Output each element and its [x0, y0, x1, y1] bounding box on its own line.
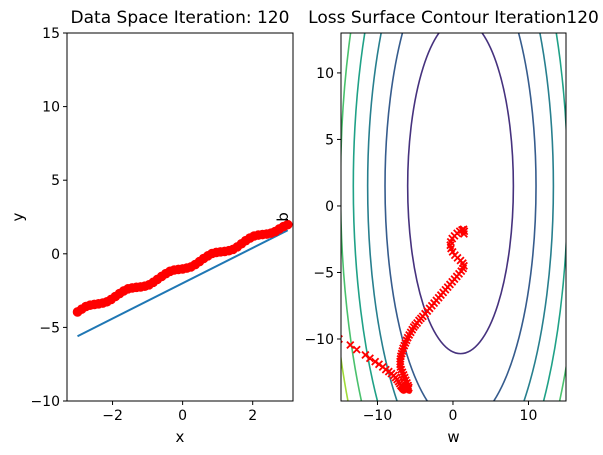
y-tick-label: 15 — [42, 26, 60, 42]
y-tick-label: 5 — [325, 132, 334, 148]
y-tick-label: 0 — [325, 199, 334, 215]
plot-title: Loss Surface Contour Iteration120 — [308, 8, 599, 28]
plot-data-area — [341, 33, 566, 401]
loss-contour-plot: −10 0 10 −10 −5 0 5 10 Loss Surface Contour Iter… — [274, 8, 599, 446]
data-space-plot: −2 0 2 −10 −5 0 5 10 15 Data Space Iteration: 120… — [9, 8, 294, 446]
plot-border — [66, 32, 294, 402]
y-tick-label: −5 — [39, 320, 60, 336]
x-axis-label: x — [176, 428, 185, 446]
y-tick-label: 0 — [51, 247, 60, 263]
y-tick-label: 10 — [42, 100, 60, 116]
x-tick-label: −10 — [363, 408, 393, 424]
y-tick-label: −5 — [313, 265, 334, 281]
x-axis-label: w — [447, 428, 459, 446]
scatter-point — [282, 219, 293, 230]
gradient-descent-path — [341, 225, 469, 395]
model-fit-line — [77, 229, 289, 338]
y-tick-label: 5 — [51, 173, 60, 189]
y-tick-label: −10 — [30, 394, 60, 410]
contour-ellipse-level-3 — [352, 33, 566, 401]
plot-border — [340, 32, 567, 402]
x-tick-label: 0 — [449, 408, 458, 424]
contour-ellipse-level-2 — [366, 33, 555, 401]
plot-data-area — [72, 219, 293, 338]
x-tick-label: 10 — [520, 408, 538, 424]
y-axis-label: b — [274, 212, 292, 222]
y-tick-label: 10 — [316, 66, 334, 82]
x-tick-label: −2 — [102, 408, 123, 424]
contour-ellipse-level-1 — [384, 33, 537, 401]
x-tick-label: 0 — [178, 408, 187, 424]
contour-ellipse-level-0 — [406, 33, 515, 355]
y-axis-label: y — [9, 212, 27, 221]
plot-title: Data Space Iteration: 120 — [71, 8, 290, 28]
training-data-points — [72, 219, 293, 317]
y-tick-label: −10 — [304, 332, 334, 348]
x-tick-label: 2 — [248, 408, 257, 424]
